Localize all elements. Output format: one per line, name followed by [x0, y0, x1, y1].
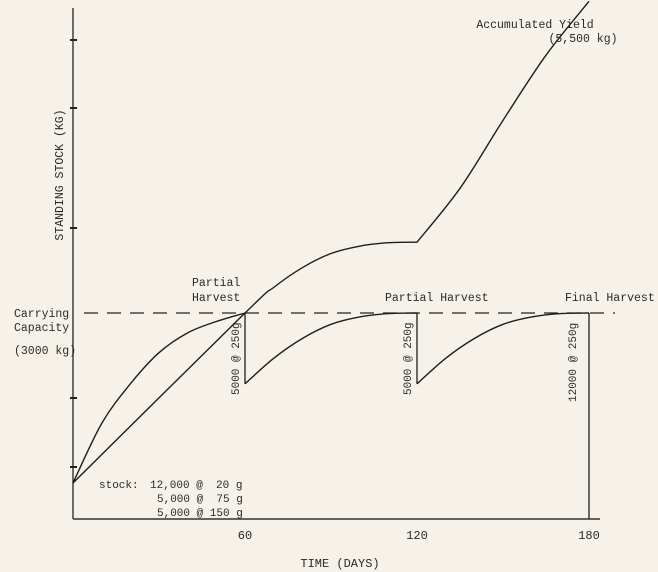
x-tick-label: 120 — [406, 529, 428, 543]
carrying-capacity-label-2: Capacity — [14, 322, 69, 335]
harvest-1-removed: 5000 @ 250g — [231, 322, 243, 395]
series-line — [72, 0, 590, 484]
stocking-row-3: 5,000 @ 150 g — [157, 508, 243, 520]
series-line — [72, 312, 246, 484]
carrying-capacity-label-1: Carrying — [14, 308, 69, 321]
accumulated-yield-value: (5,500 kg) — [548, 33, 617, 46]
harvest-3-removed: 12000 @ 250g — [568, 323, 580, 402]
x-ticks: 60 120 180 — [238, 529, 600, 543]
accumulated-yield-label: Accumulated Yield — [476, 19, 593, 32]
harvest-3-label: Final Harvest — [565, 292, 655, 305]
stocking-row-2: 5,000 @ 75 g — [157, 494, 243, 506]
harvest-2-label: Partial Harvest — [385, 292, 489, 305]
stocking-row-1: 12,000 @ 20 g — [150, 480, 242, 492]
carrying-capacity-label-3: (3000 kg) — [14, 345, 76, 358]
y-axis-label: STANDING STOCK (KG) — [54, 109, 67, 240]
series-line — [416, 312, 590, 385]
harvest-drops — [244, 313, 590, 519]
series-group — [72, 0, 590, 484]
harvest-1-label-line1: Partial — [192, 277, 240, 290]
stocking-prefix: stock: — [99, 480, 139, 492]
y-axis-ticks — [70, 39, 77, 468]
x-tick-label: 180 — [578, 529, 600, 543]
harvest-2-removed: 5000 @ 250g — [403, 322, 415, 395]
harvest-1-label-line2: Harvest — [192, 292, 240, 305]
x-tick-label: 60 — [238, 529, 252, 543]
series-line — [244, 312, 418, 385]
x-axis-label: TIME (DAYS) — [300, 557, 379, 571]
